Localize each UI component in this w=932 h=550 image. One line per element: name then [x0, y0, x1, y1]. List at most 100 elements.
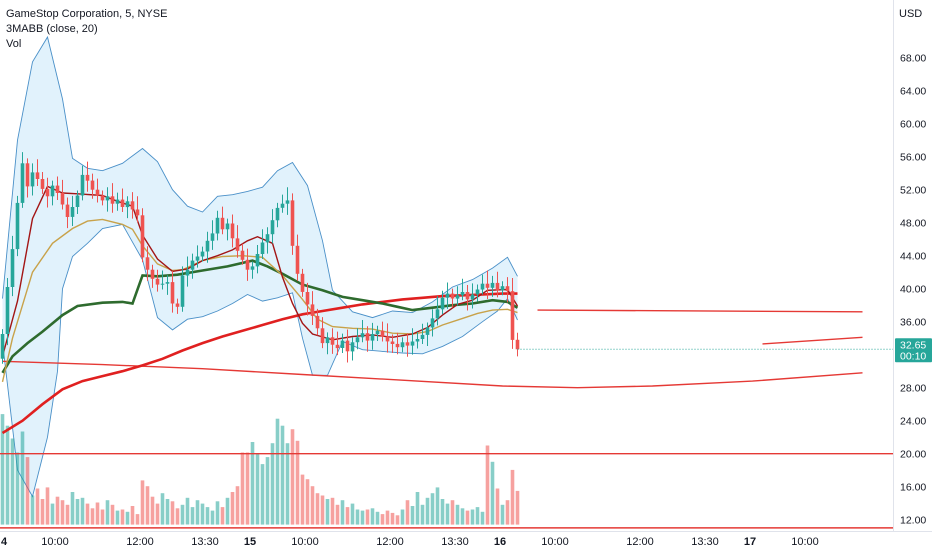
curved-trendline	[2, 360, 863, 389]
candle-body	[220, 217, 225, 230]
volume-bar	[125, 511, 130, 525]
candle-body	[250, 266, 255, 270]
x-tick-label: 17	[744, 536, 756, 548]
volume-bar	[405, 500, 410, 525]
y-tick-label: 24.00	[900, 416, 926, 428]
volume-bar	[70, 492, 75, 525]
candle-body	[505, 286, 510, 292]
candle-body	[120, 199, 125, 207]
volume-bar	[310, 486, 315, 525]
candle-body	[65, 204, 70, 217]
candle-body	[330, 337, 335, 345]
candle-body	[245, 259, 250, 270]
volume-bar	[375, 511, 380, 525]
x-tick-label: 12:00	[376, 536, 404, 548]
volume-bar	[395, 515, 400, 525]
candle-body	[145, 257, 150, 270]
volume-bar	[315, 493, 320, 525]
volume-bar	[445, 503, 450, 525]
volume-bar	[220, 507, 225, 525]
candle-body	[160, 283, 165, 285]
candle-body	[95, 189, 100, 196]
y-tick-label: 64.00	[900, 86, 926, 98]
volume-bar	[35, 488, 40, 525]
volume-bar	[495, 488, 500, 525]
volume-bar	[245, 452, 250, 525]
volume-bar	[30, 495, 35, 525]
volume-bar	[140, 480, 145, 525]
volume-bar	[290, 429, 295, 525]
volume-bar	[15, 452, 20, 525]
candle-body	[325, 337, 330, 344]
bollinger-band-fill	[2, 37, 518, 497]
x-tick-label: 12:00	[126, 536, 154, 548]
candle-body	[470, 294, 475, 300]
volume-bar	[105, 500, 110, 525]
volume-bar	[295, 440, 300, 525]
volume-bar	[110, 504, 115, 525]
candle-body	[435, 309, 440, 319]
candle-body	[350, 342, 355, 352]
candle-body	[50, 185, 55, 197]
price-tag-value: 32.65	[900, 339, 926, 351]
candle-body	[390, 341, 395, 344]
volume-bar	[210, 510, 215, 525]
candle-body	[70, 207, 75, 217]
volume-bar	[25, 457, 30, 525]
volume-bar	[410, 506, 415, 525]
candle-body	[445, 293, 450, 298]
y-tick-label: 40.00	[900, 284, 926, 296]
candle-body	[460, 292, 465, 296]
candle-body	[105, 196, 110, 201]
candle-body	[465, 292, 470, 300]
candle-body	[190, 260, 195, 270]
volume-bar	[340, 500, 345, 525]
volume-bar	[120, 509, 125, 525]
candle-body	[355, 337, 360, 343]
volume-bar	[390, 512, 395, 525]
x-tick-label: 10:00	[541, 536, 569, 548]
volume-bar	[505, 500, 510, 525]
volume-bar	[280, 425, 285, 525]
volume-bar	[175, 508, 180, 525]
candle-body	[475, 289, 480, 295]
volume-bar	[430, 493, 435, 525]
ma-slow-line	[1, 259, 519, 374]
candle-body	[135, 209, 140, 216]
volume-bar	[330, 497, 335, 525]
y-tick-label: 28.00	[900, 383, 926, 395]
candle-body	[415, 339, 420, 342]
candle-body	[385, 336, 390, 342]
candle-body	[100, 195, 105, 201]
candle-body	[195, 256, 200, 261]
candle-body	[155, 278, 160, 285]
volume-bar	[195, 500, 200, 525]
volume-bar	[270, 443, 275, 525]
volume-bar	[360, 510, 365, 525]
volume-bar	[55, 496, 60, 525]
candle-body	[230, 223, 235, 239]
y-tick-label: 56.00	[900, 152, 926, 164]
candle-body	[55, 185, 60, 193]
volume-bar	[155, 503, 160, 525]
candle-body	[165, 282, 170, 284]
volume-bar	[485, 445, 490, 525]
volume-bar	[150, 496, 155, 525]
volume-bar	[370, 508, 375, 525]
volume-bar	[0, 414, 5, 525]
volume-bar	[130, 506, 135, 525]
candle-body	[430, 318, 435, 328]
candle-body	[395, 343, 400, 348]
volume-bar	[400, 509, 405, 525]
candle-body	[335, 344, 340, 349]
candle-body	[185, 269, 190, 276]
candle-body	[425, 327, 430, 335]
chart-legend: GameStop Corporation, 5, NYSE 3MABB (clo…	[6, 7, 167, 52]
volume-bar	[355, 509, 360, 525]
volume-bar	[255, 453, 260, 525]
volume-bar	[90, 508, 95, 525]
y-tick-label: 16.00	[900, 482, 926, 494]
volume-bar	[425, 497, 430, 525]
candle-body	[0, 334, 5, 359]
